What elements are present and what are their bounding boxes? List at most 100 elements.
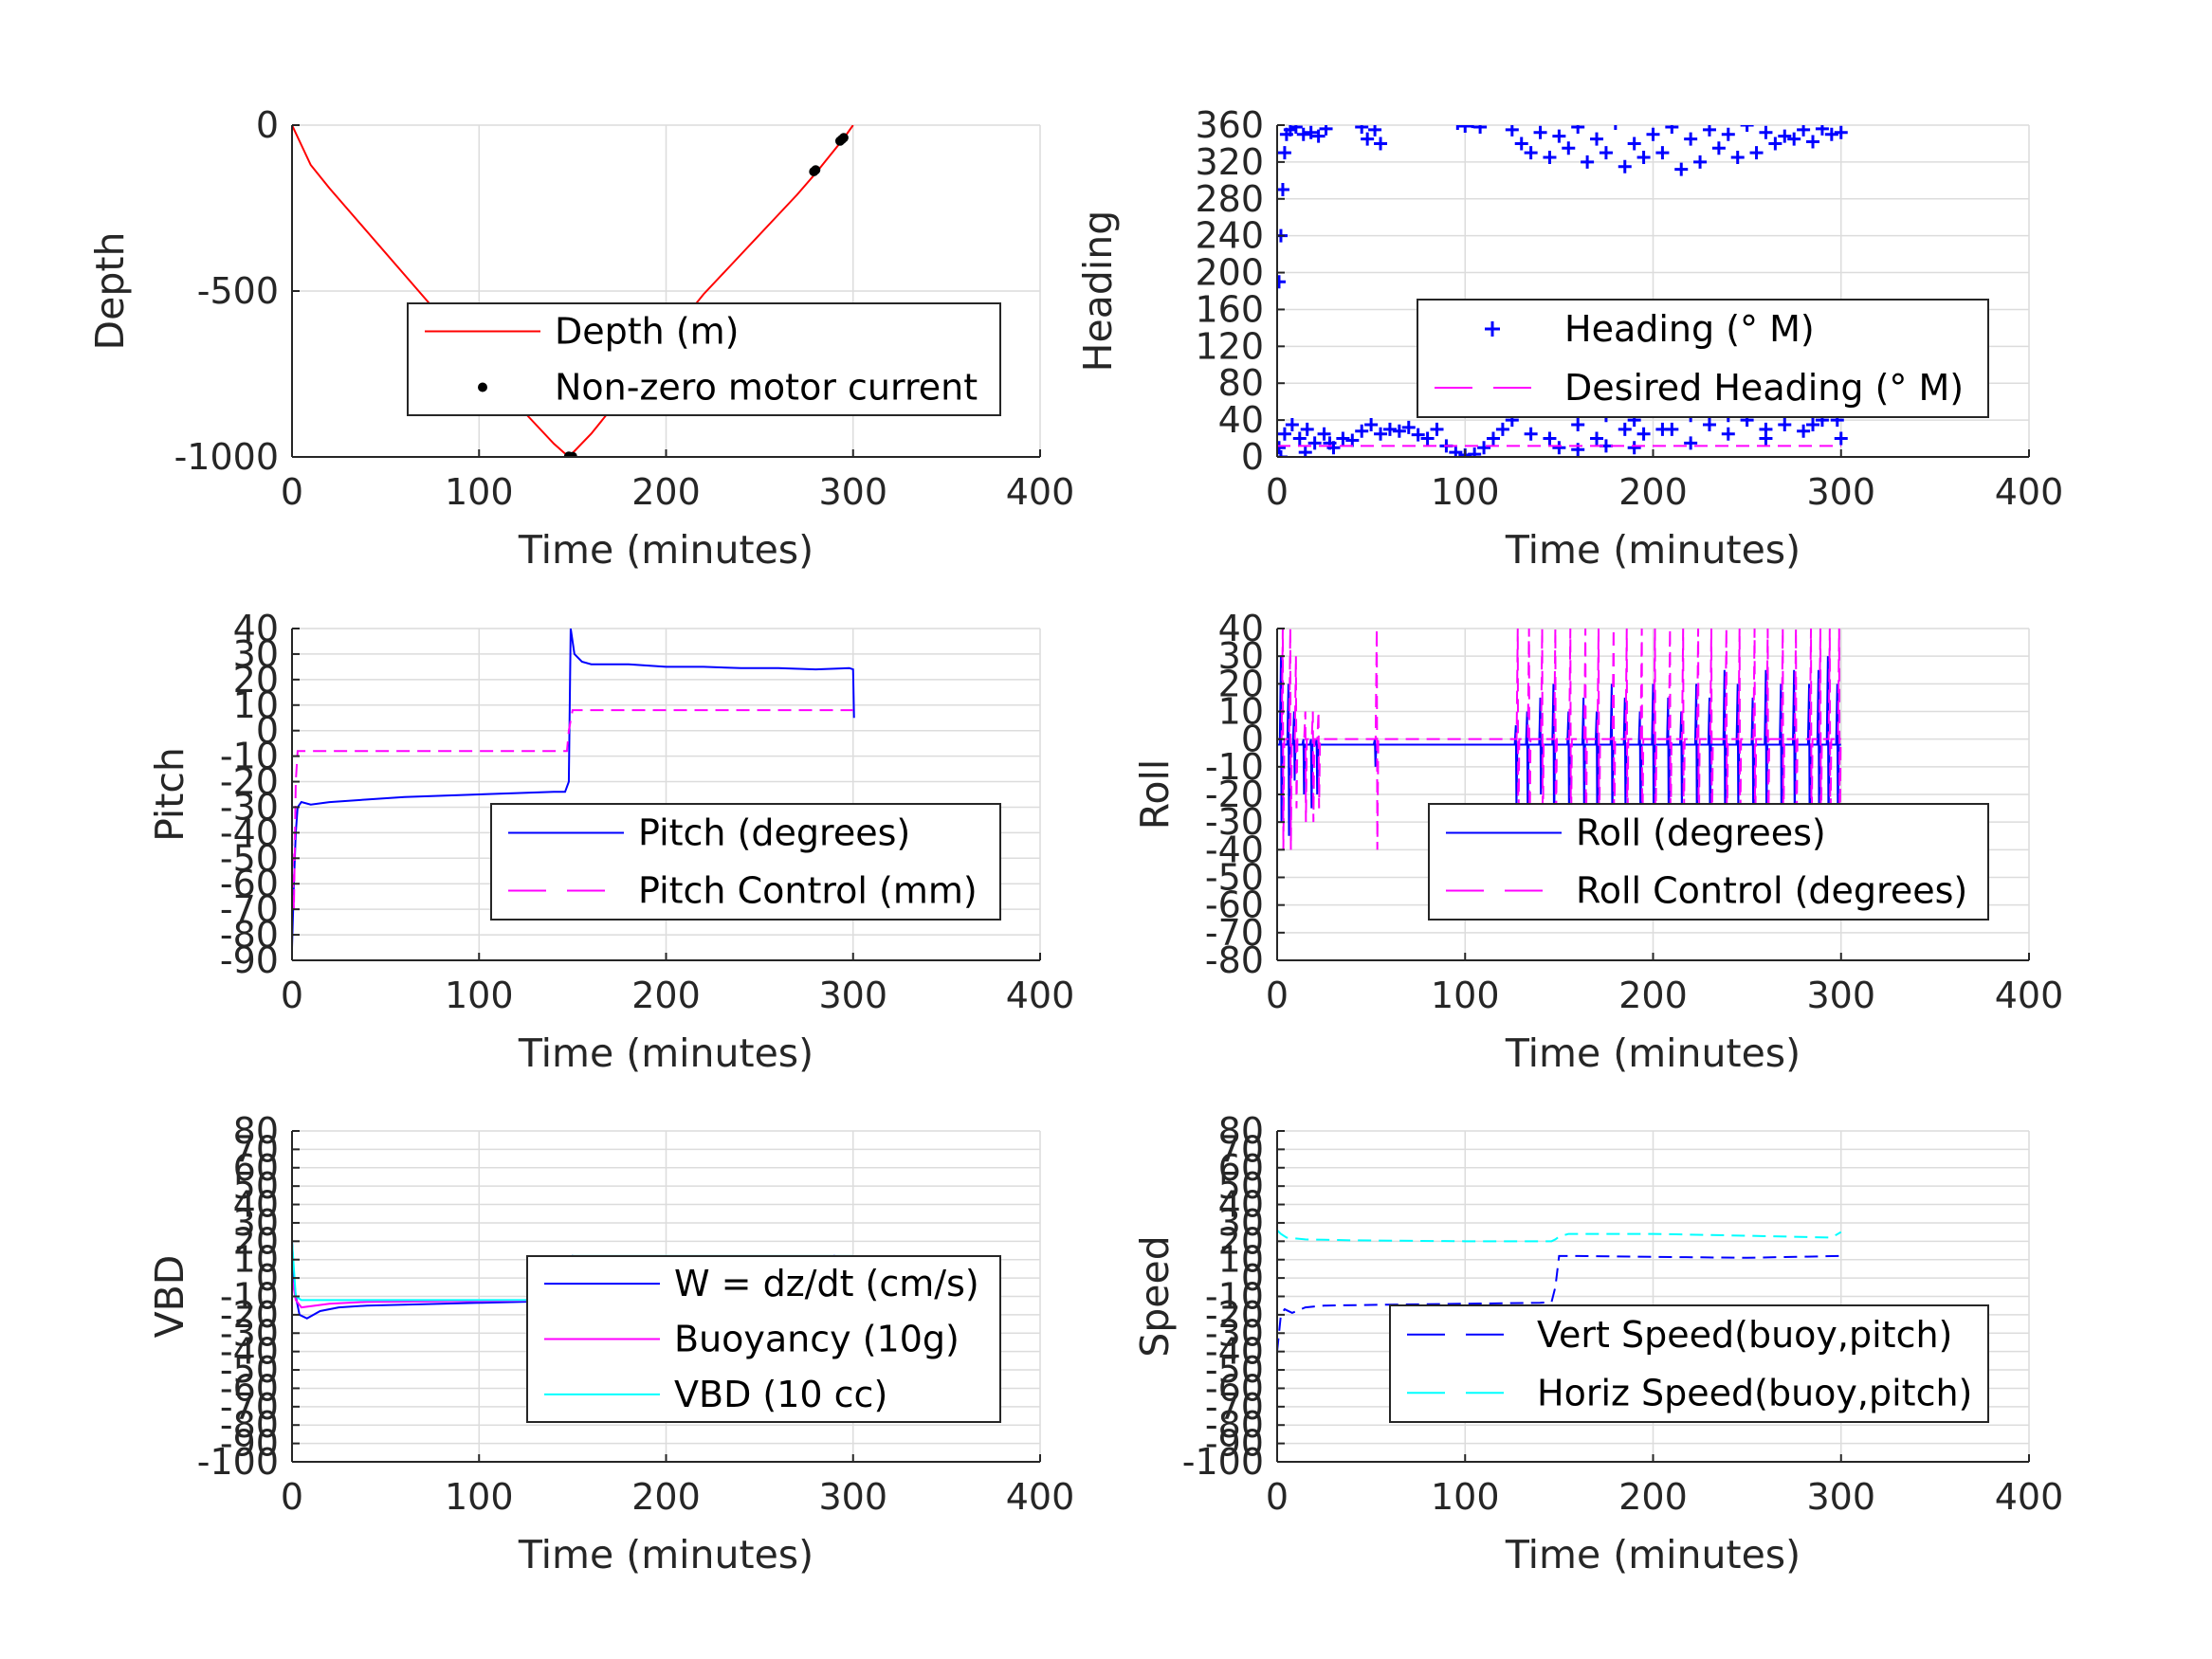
heading-series-0-point — [1655, 422, 1670, 436]
vbd-legend: W = dz/dt (cm/s) Buoyancy (10g) VBD (10 cc… — [526, 1255, 1001, 1423]
roll-y-tick-label: -10 — [1205, 746, 1264, 788]
heading-legend-label: Heading (° M) — [1564, 308, 1815, 350]
heading-series-0-point — [1665, 125, 1679, 134]
pitch-data — [292, 629, 855, 948]
heading-series-0-point — [1486, 431, 1500, 446]
pitch-y-tick-label: 30 — [233, 633, 279, 675]
depth-legend-label: Non-zero motor current — [555, 367, 978, 409]
heading-series-0-point — [1430, 422, 1444, 436]
heading-series-0-point — [1815, 125, 1829, 136]
heading-series-0-point — [1834, 125, 1848, 139]
depth-x-tick-label: 100 — [445, 471, 514, 513]
speed-y-tick-label: 80 — [1218, 1110, 1264, 1152]
roll-y-tick-label: 30 — [1218, 635, 1264, 677]
heading-series-0-point — [1824, 127, 1838, 141]
heading-series-0-point — [1674, 162, 1689, 176]
heading-series-0-point — [1285, 417, 1299, 431]
heading-series-0-point — [1684, 132, 1698, 146]
heading-series-0-point — [1749, 146, 1764, 160]
vbd-y-tick-label: -20 — [220, 1294, 279, 1336]
depth-series-1-point — [567, 451, 577, 457]
pitch-legend-label: Pitch (degrees) — [638, 812, 910, 854]
speed-x-tick-label: 400 — [1995, 1476, 2064, 1518]
speed-y-tick-label: 0 — [1241, 1257, 1264, 1299]
pitch-y-tick-label: -80 — [220, 914, 279, 956]
speed-y-tick-label: -40 — [1205, 1331, 1264, 1373]
heading-series-0-point — [1702, 125, 1716, 137]
speed-x-tick-label: 100 — [1431, 1476, 1500, 1518]
pitch-x-tick-label: 400 — [1006, 975, 1075, 1016]
heading-series-0-point — [1477, 441, 1491, 455]
heading-series-0-point — [1552, 129, 1566, 143]
roll-x-axis-label: Time (minutes) — [1505, 1030, 1801, 1076]
pitch-x-tick-label: 100 — [445, 975, 514, 1016]
speed-y-tick-label: 20 — [1218, 1220, 1264, 1262]
heading-series-0-point — [1401, 420, 1416, 434]
heading-series-0-point — [1571, 125, 1585, 134]
roll-legend: Roll (degrees) Roll Control (degrees) — [1428, 803, 1989, 921]
heading-series-0-point — [1524, 427, 1538, 441]
vbd-legend-label: W = dz/dt (cm/s) — [674, 1263, 979, 1304]
vbd-y-tick-label: 20 — [233, 1220, 279, 1262]
heading-series-0-point — [1277, 275, 1286, 289]
heading-y-tick-label: 0 — [1241, 436, 1264, 478]
roll-legend-label: Roll (degrees) — [1576, 812, 1826, 854]
roll-y-tick-label: 40 — [1218, 608, 1264, 649]
heading-series-0-point — [1514, 137, 1528, 151]
depth-y-tick-label: -500 — [197, 270, 279, 312]
heading-series-0-point — [1571, 417, 1585, 431]
heading-series-0-point — [1317, 427, 1331, 441]
speed-y-tick-label: -80 — [1205, 1404, 1264, 1446]
heading-series-0-point — [1319, 125, 1333, 136]
pitch-series-1-line — [292, 709, 853, 910]
speed-y-tick-label: 30 — [1218, 1202, 1264, 1244]
heading-series-0-point — [1834, 431, 1848, 446]
heading-series-0-point — [1296, 127, 1310, 141]
speed-y-tick-label: -90 — [1205, 1423, 1264, 1465]
pitch-y-tick-label: 20 — [233, 659, 279, 701]
heading-series-0-point — [1277, 427, 1291, 441]
speed-y-tick-label: -100 — [1182, 1441, 1264, 1483]
pitch-x-tick-label: 300 — [818, 975, 887, 1016]
pitch-series-0-line — [292, 629, 855, 948]
depth-series-1-point — [838, 133, 849, 143]
depth-y-tick-label: 0 — [256, 104, 279, 146]
heading-x-tick-label: 400 — [1995, 471, 2064, 513]
pitch-legend-label: Pitch Control (mm) — [638, 870, 978, 912]
pitch-y-tick-label: -40 — [220, 811, 279, 853]
vbd-y-tick-label: -70 — [220, 1386, 279, 1428]
roll-y-tick-label: -30 — [1205, 801, 1264, 843]
speed-y-tick-label: 60 — [1218, 1147, 1264, 1189]
heading-series-0-point — [1355, 125, 1369, 134]
depth-legend-marker — [478, 382, 487, 392]
heading-series-0-point — [1552, 441, 1566, 455]
heading-series-0-point — [1304, 125, 1318, 139]
pitch-x-tick-label: 200 — [631, 975, 701, 1016]
heading-y-tick-label: 80 — [1218, 362, 1264, 404]
heading-series-0-point — [1806, 135, 1820, 149]
speed-legend-label: Horiz Speed(buoy,pitch) — [1537, 1372, 1972, 1413]
speed-x-axis-label: Time (minutes) — [1505, 1532, 1801, 1577]
roll-legend-box — [1428, 803, 1989, 921]
heading-legend: Heading (° M) Desired Heading (° M) — [1417, 299, 1989, 418]
speed-x-tick-label: 300 — [1806, 1476, 1875, 1518]
heading-series-0-point — [1740, 125, 1754, 132]
vbd-x-tick-label: 0 — [281, 1476, 303, 1518]
heading-series-0-point — [1590, 431, 1604, 446]
roll-y-tick-label: -20 — [1205, 774, 1264, 815]
heading-series-0-point — [1458, 125, 1472, 133]
heading-series-0-point — [1581, 155, 1595, 169]
roll-y-tick-label: -70 — [1205, 912, 1264, 954]
heading-series-0-point — [1292, 431, 1307, 446]
speed-panel: 0 100 200 300 400-100-90-80-70-60-50-40-30-2… — [1132, 1110, 2063, 1577]
pitch-x-tick-label: 0 — [281, 975, 303, 1016]
depth-x-axis-label: Time (minutes) — [518, 527, 814, 573]
heading-y-tick-label: 320 — [1195, 141, 1264, 183]
heading-y-tick-label: 40 — [1218, 399, 1264, 441]
depth-y-axis-label: Depth — [87, 232, 133, 351]
pitch-y-tick-label: -70 — [220, 888, 279, 930]
vbd-y-axis-label: VBD — [147, 1255, 192, 1339]
heading-series-0-point — [1468, 447, 1482, 457]
heading-series-0-point — [1693, 155, 1708, 169]
